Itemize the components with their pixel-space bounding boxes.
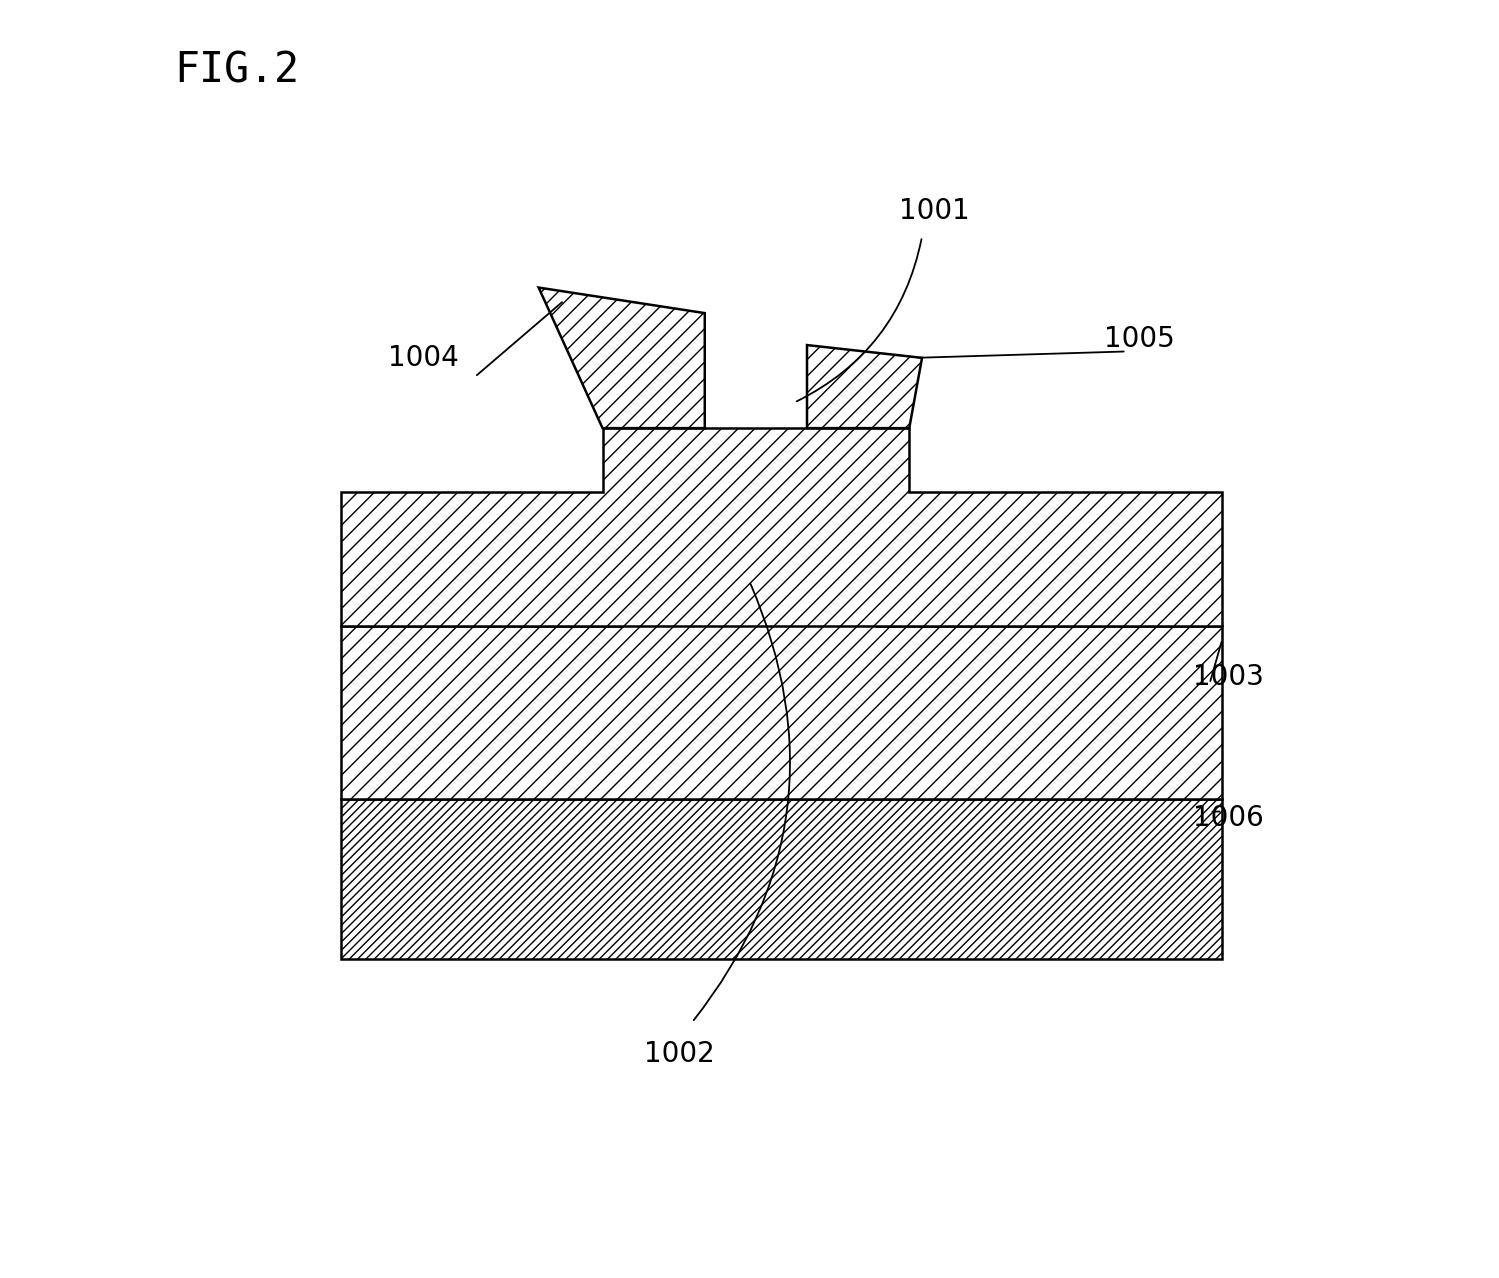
Text: 1005: 1005 <box>1103 325 1175 353</box>
Text: 1003: 1003 <box>1193 663 1264 691</box>
Text: FIG.2: FIG.2 <box>174 50 300 91</box>
Text: 1002: 1002 <box>645 1040 715 1068</box>
Text: 1001: 1001 <box>899 197 970 225</box>
Polygon shape <box>806 345 922 428</box>
Polygon shape <box>538 288 705 428</box>
Polygon shape <box>340 556 1222 799</box>
Text: 1006: 1006 <box>1193 804 1264 832</box>
Text: 1004: 1004 <box>388 344 459 372</box>
Polygon shape <box>340 799 1222 958</box>
Polygon shape <box>340 428 1222 626</box>
